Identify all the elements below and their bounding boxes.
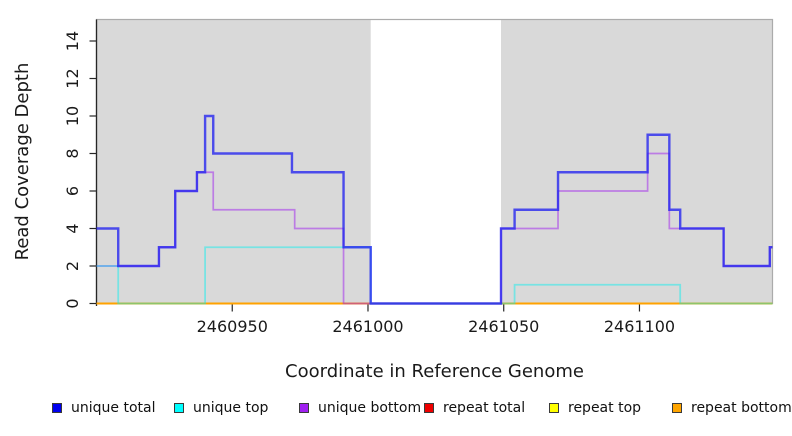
legend-item-unique-bottom: unique bottom <box>299 400 421 416</box>
legend-label: repeat top <box>568 400 642 416</box>
legend-item-unique-total: unique total <box>52 400 155 416</box>
y-tick-label: 12 <box>63 68 82 88</box>
y-tick-label: 0 <box>63 298 82 308</box>
legend-label: unique top <box>193 400 269 416</box>
y-tick-label: 4 <box>63 223 82 233</box>
y-tick-label: 14 <box>63 31 82 51</box>
unique-total-swatch-icon <box>52 403 62 413</box>
x-tick-label: 2461050 <box>468 317 539 336</box>
coverage-series-lines <box>96 114 773 305</box>
coverage-region-shading <box>96 19 371 304</box>
legend-item-unique-top: unique top <box>174 400 268 416</box>
legend-label: repeat bottom <box>691 400 792 416</box>
coverage-region-shading <box>501 19 773 304</box>
y-tick-label: 10 <box>63 106 82 126</box>
legend-item-repeat-top: repeat top <box>549 400 641 416</box>
unique-bottom-swatch-icon <box>299 403 309 413</box>
plot-panel-background <box>96 19 773 304</box>
legend-label: repeat total <box>443 400 526 416</box>
x-tick-label: 2461100 <box>604 317 675 336</box>
series-unique-total <box>96 114 773 305</box>
unique-top-swatch-icon <box>174 403 184 413</box>
y-axis-title: Read Coverage Depth <box>12 63 33 261</box>
legend-item-repeat-total: repeat total <box>424 400 525 416</box>
repeat-bottom-swatch-icon <box>672 403 682 413</box>
y-tick-label: 8 <box>63 148 82 158</box>
legend-label: unique bottom <box>318 400 422 416</box>
x-tick-label: 2461000 <box>332 317 403 336</box>
x-tick-label: 2460950 <box>197 317 268 336</box>
tick-labels: 0 2 4 6 8 10 12 14 2460950 2461000 2461050 2461100 <box>63 31 675 336</box>
x-axis-title: Coordinate in Reference Genome <box>285 361 584 382</box>
legend: unique total unique top unique bottom re… <box>0 400 792 418</box>
legend-item-repeat-bottom: repeat bottom <box>672 400 792 416</box>
y-tick-label: 2 <box>63 261 82 271</box>
y-tick-label: 6 <box>63 186 82 196</box>
repeat-total-swatch-icon <box>424 403 434 413</box>
legend-label: unique total <box>71 400 156 416</box>
repeat-top-swatch-icon <box>549 403 559 413</box>
